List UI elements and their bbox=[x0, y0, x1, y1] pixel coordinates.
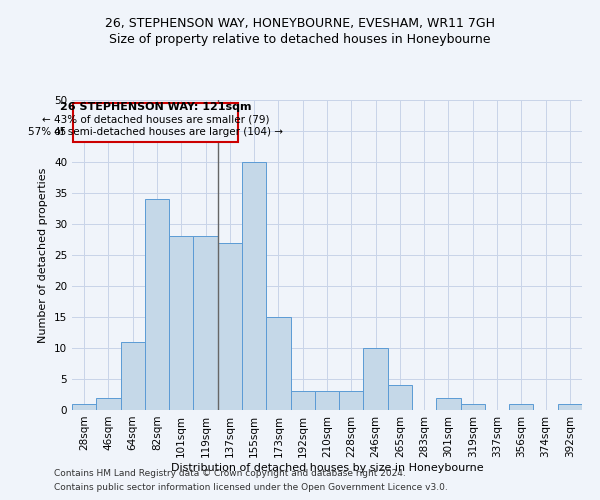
Bar bbox=[461, 404, 485, 410]
Text: ← 43% of detached houses are smaller (79): ← 43% of detached houses are smaller (79… bbox=[42, 115, 269, 125]
Text: 26 STEPHENSON WAY: 121sqm: 26 STEPHENSON WAY: 121sqm bbox=[60, 102, 251, 113]
Bar bbox=[145, 199, 169, 410]
Bar bbox=[558, 404, 582, 410]
Bar bbox=[364, 348, 388, 410]
Bar bbox=[315, 392, 339, 410]
Bar bbox=[266, 317, 290, 410]
Text: Contains HM Land Registry data © Crown copyright and database right 2024.: Contains HM Land Registry data © Crown c… bbox=[54, 468, 406, 477]
Bar bbox=[509, 404, 533, 410]
Bar bbox=[242, 162, 266, 410]
Text: Contains public sector information licensed under the Open Government Licence v3: Contains public sector information licen… bbox=[54, 484, 448, 492]
Bar bbox=[72, 404, 96, 410]
Bar bbox=[339, 392, 364, 410]
Bar bbox=[96, 398, 121, 410]
Bar bbox=[193, 236, 218, 410]
Bar bbox=[436, 398, 461, 410]
Bar bbox=[218, 242, 242, 410]
X-axis label: Distribution of detached houses by size in Honeybourne: Distribution of detached houses by size … bbox=[170, 462, 484, 472]
Text: 26, STEPHENSON WAY, HONEYBOURNE, EVESHAM, WR11 7GH: 26, STEPHENSON WAY, HONEYBOURNE, EVESHAM… bbox=[105, 18, 495, 30]
Bar bbox=[169, 236, 193, 410]
Text: 57% of semi-detached houses are larger (104) →: 57% of semi-detached houses are larger (… bbox=[28, 127, 283, 137]
Bar bbox=[121, 342, 145, 410]
Bar bbox=[388, 385, 412, 410]
FancyBboxPatch shape bbox=[73, 103, 238, 142]
Y-axis label: Number of detached properties: Number of detached properties bbox=[38, 168, 49, 342]
Bar bbox=[290, 392, 315, 410]
Text: Size of property relative to detached houses in Honeybourne: Size of property relative to detached ho… bbox=[109, 32, 491, 46]
